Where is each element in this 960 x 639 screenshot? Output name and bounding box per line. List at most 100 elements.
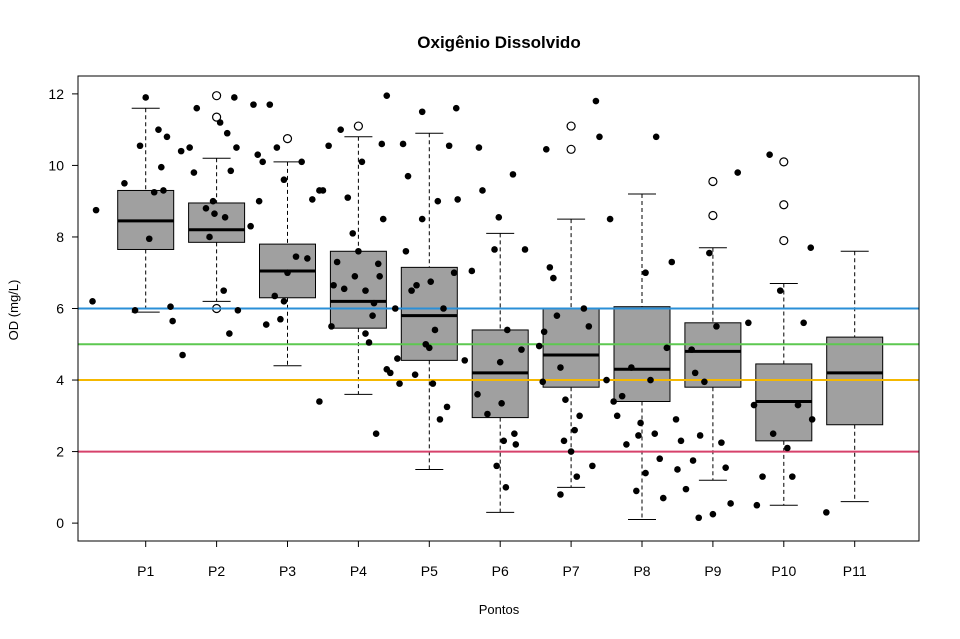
data-point xyxy=(576,412,583,420)
y-tick-label-0: 0 xyxy=(56,515,64,531)
data-point xyxy=(234,306,242,314)
data-point xyxy=(592,97,600,105)
data-point xyxy=(454,196,461,203)
data-point xyxy=(163,133,171,141)
y-tick-label-10: 10 xyxy=(48,157,64,173)
data-point xyxy=(546,264,554,271)
data-point xyxy=(362,287,369,294)
data-point xyxy=(376,273,383,280)
data-point xyxy=(328,323,335,330)
data-point xyxy=(223,129,231,137)
data-point xyxy=(404,172,412,180)
data-point xyxy=(695,514,703,522)
data-point xyxy=(92,206,100,214)
data-point xyxy=(337,126,344,133)
data-point xyxy=(557,364,564,371)
x-tick-label-p3: P3 xyxy=(279,563,296,579)
y-tick-label-8: 8 xyxy=(56,229,64,245)
data-point xyxy=(659,494,667,502)
data-point xyxy=(378,140,386,148)
data-point xyxy=(344,194,352,201)
data-point xyxy=(157,163,165,171)
data-point xyxy=(688,346,695,353)
data-point xyxy=(701,378,708,386)
data-point xyxy=(691,369,699,377)
x-tick-label-p11: P11 xyxy=(843,563,867,579)
chart-title: Oxigênio Dissolvido xyxy=(417,33,580,52)
data-point xyxy=(319,187,327,194)
data-point xyxy=(623,441,630,448)
box-p7-outlier-2 xyxy=(566,144,576,154)
data-point xyxy=(426,344,433,352)
data-point xyxy=(259,158,266,166)
data-point xyxy=(766,151,773,158)
data-point xyxy=(613,412,621,420)
data-point xyxy=(391,305,399,312)
data-point xyxy=(808,416,816,423)
data-point xyxy=(280,176,288,184)
data-point xyxy=(542,146,550,153)
y-tick-label-12: 12 xyxy=(48,86,64,102)
data-point xyxy=(652,133,660,141)
data-point xyxy=(266,101,274,108)
y-tick-label-4: 4 xyxy=(56,372,64,388)
data-point xyxy=(411,371,419,378)
data-point xyxy=(247,222,254,230)
box-p10-outlier-3 xyxy=(779,235,789,246)
data-point xyxy=(663,344,671,352)
x-tick-label-p5: P5 xyxy=(421,563,438,579)
data-point xyxy=(226,330,233,337)
data-point xyxy=(431,326,439,334)
data-point xyxy=(633,487,640,495)
data-point xyxy=(567,448,575,455)
y-axis-label: OD (mg/L) xyxy=(6,280,21,341)
data-point xyxy=(540,328,548,336)
data-point xyxy=(709,510,717,518)
x-tick-label-p7: P7 xyxy=(563,563,580,579)
box-p2-iqr-box xyxy=(188,202,246,243)
data-point xyxy=(474,391,481,398)
data-point xyxy=(794,401,802,409)
data-point xyxy=(358,158,366,166)
data-point xyxy=(618,392,626,400)
data-point xyxy=(807,244,815,251)
data-point xyxy=(493,462,500,470)
x-axis-label: Pontos xyxy=(479,602,520,617)
x-tick-label-p4: P4 xyxy=(350,563,367,579)
data-point xyxy=(550,274,557,282)
data-point xyxy=(349,230,357,237)
data-point xyxy=(206,233,213,241)
box-p9-iqr-box xyxy=(684,322,742,388)
data-point xyxy=(186,144,193,151)
data-point xyxy=(374,260,382,268)
data-point xyxy=(369,312,376,319)
data-point xyxy=(280,298,288,305)
data-point xyxy=(452,104,460,112)
data-point xyxy=(292,253,300,260)
box-p10-outlier-1 xyxy=(779,157,789,167)
data-point xyxy=(316,398,323,405)
data-point xyxy=(89,298,96,305)
data-point xyxy=(789,473,796,480)
data-point xyxy=(271,292,279,300)
data-point xyxy=(450,269,458,277)
data-point xyxy=(284,269,291,277)
data-point xyxy=(351,273,359,280)
data-point xyxy=(682,485,690,493)
data-point xyxy=(379,215,387,223)
data-point xyxy=(722,464,729,471)
data-point xyxy=(642,469,649,477)
data-point xyxy=(330,281,337,289)
data-point xyxy=(427,278,435,285)
box-p2-outlier-1 xyxy=(212,91,222,101)
data-point xyxy=(418,108,426,116)
data-point xyxy=(309,196,316,203)
data-point xyxy=(674,466,681,473)
data-point xyxy=(637,419,644,427)
data-point xyxy=(402,247,410,255)
data-point xyxy=(635,432,642,439)
data-point xyxy=(521,246,529,253)
data-point xyxy=(539,378,547,386)
data-point xyxy=(177,147,185,155)
